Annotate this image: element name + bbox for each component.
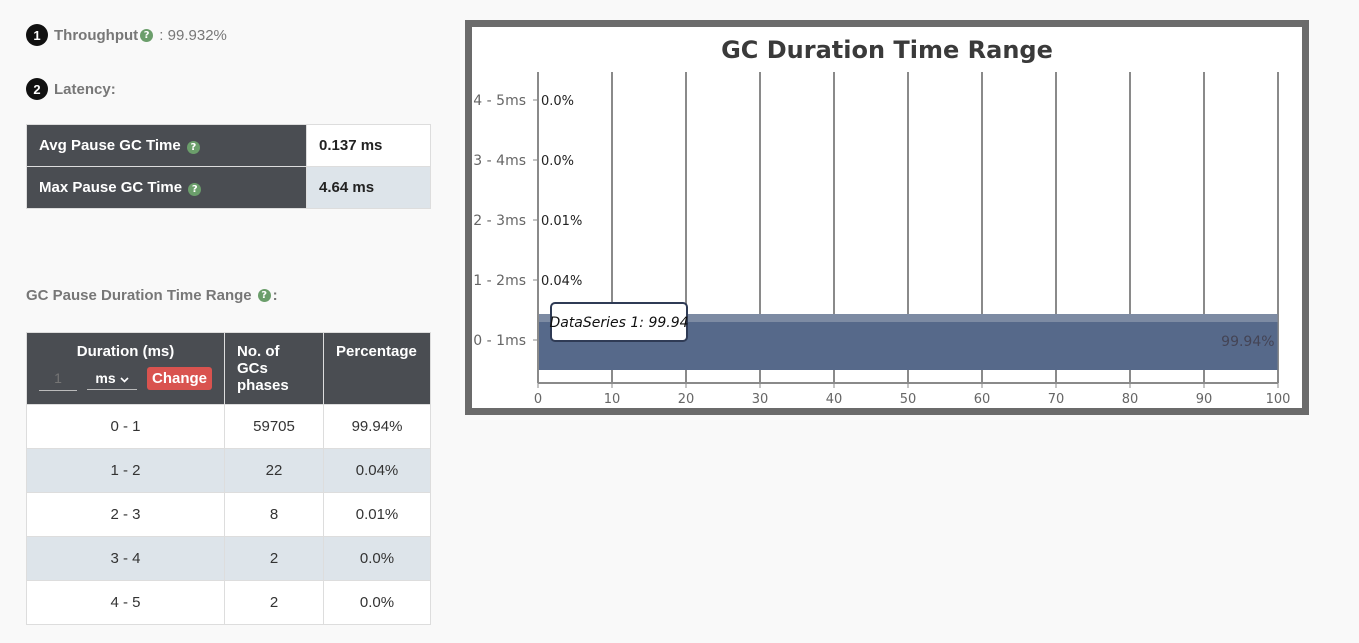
x-tick-label: 60 (974, 392, 991, 407)
cell-duration: 1 - 2 (25, 448, 226, 493)
cell-duration: 3 - 4 (25, 536, 226, 581)
table-row: 0 - 1 59705 99.94% (25, 404, 431, 449)
cell-count: 59705 (224, 404, 325, 449)
y-tick-label: 3 - 4ms (473, 153, 526, 169)
range-section-title: GC Pause Duration Time Range ? : (26, 287, 278, 304)
help-icon[interactable]: ? (140, 28, 154, 42)
y-tick-label: 2 - 3ms (473, 213, 526, 229)
x-tick-label: 90 (1196, 392, 1213, 407)
avg-pause-label: Avg Pause GC Time ? (26, 124, 307, 167)
tooltip-text: DataSeries 1: 99.94 (549, 315, 688, 331)
count-header: No. of GCs phases (224, 332, 325, 405)
cell-percentage: 0.0% (323, 580, 431, 625)
y-tick-label: 1 - 2ms (473, 273, 526, 289)
bar-highlight (538, 314, 1278, 322)
cell-count: 2 (224, 580, 325, 625)
throughput-line: 1 Throughput ? : 99.932% (26, 24, 227, 46)
unit-select[interactable]: ms (87, 367, 137, 390)
throughput-value: 99.932% (167, 26, 227, 44)
table-row: Avg Pause GC Time ? 0.137 ms (26, 124, 431, 167)
chart-container: GC Duration Time Range 0 10 20 30 40 50 60 70 80… (472, 27, 1302, 408)
x-tick-label: 0 (534, 392, 542, 407)
x-tick-label: 70 (1048, 392, 1065, 407)
duration-header-label: Duration (ms) (76, 343, 175, 360)
table-row: 2 - 3 8 0.01% (25, 492, 431, 537)
x-tick-label: 100 (1266, 392, 1291, 407)
table-row: 4 - 5 2 0.0% (25, 580, 431, 625)
data-label: 99.94% (1221, 334, 1274, 350)
data-label: 0.01% (541, 214, 582, 229)
table-row: 3 - 4 2 0.0% (25, 536, 431, 581)
duration-range-table: Duration (ms) ms Change No. of GCs phase… (25, 332, 431, 625)
chart-frame: GC Duration Time Range 0 10 20 30 40 50 60 70 80… (465, 20, 1309, 415)
cell-count: 8 (224, 492, 325, 537)
cell-duration: 0 - 1 (25, 404, 226, 449)
help-icon[interactable]: ? (186, 141, 200, 154)
percentage-header: Percentage (323, 332, 431, 405)
tooltip-box (550, 302, 688, 342)
data-label: 0.0% (541, 94, 574, 109)
x-tick-label: 10 (604, 392, 621, 407)
cell-duration: 4 - 5 (25, 580, 226, 625)
max-pause-label-text: Max Pause GC Time (39, 179, 183, 196)
throughput-separator: : (155, 26, 168, 44)
latency-table: Avg Pause GC Time ? 0.137 ms Max Pause G… (26, 124, 431, 209)
duration-input[interactable] (39, 366, 77, 391)
avg-pause-value: 0.137 ms (306, 124, 431, 167)
gc-duration-chart[interactable]: 0 10 20 30 40 50 60 70 80 90 100 0 - 1ms 99.94% 1 - 2… (472, 27, 1302, 408)
avg-pause-label-text: Avg Pause GC Time (39, 137, 181, 154)
duration-header: Duration (ms) ms Change (25, 332, 226, 405)
y-tick-label: 0 - 1ms (473, 333, 526, 349)
chart-title: GC Duration Time Range (721, 36, 1053, 64)
x-tick-label: 30 (752, 392, 769, 407)
max-pause-value: 4.64 ms (306, 166, 431, 209)
help-icon[interactable]: ? (188, 183, 202, 196)
cell-duration: 2 - 3 (25, 492, 226, 537)
cell-count: 2 (224, 536, 325, 581)
x-tick-label: 40 (826, 392, 843, 407)
table-header-row: Duration (ms) ms Change No. of GCs phase… (25, 332, 431, 405)
data-label: 0.04% (541, 274, 582, 289)
x-tick-label: 20 (678, 392, 695, 407)
throughput-label: Throughput (54, 26, 139, 44)
y-tick-label: 4 - 5ms (473, 93, 526, 109)
max-pause-label: Max Pause GC Time ? (26, 166, 307, 209)
duration-controls: ms Change (39, 366, 213, 391)
x-tick-label: 50 (900, 392, 917, 407)
table-row: Max Pause GC Time ? 4.64 ms (26, 166, 431, 209)
cell-percentage: 0.0% (323, 536, 431, 581)
step-number-badge: 2 (26, 78, 48, 100)
latency-line: 2 Latency: (26, 78, 116, 100)
table-row: 1 - 2 22 0.04% (25, 448, 431, 493)
range-title-suffix: : (272, 287, 278, 304)
cell-percentage: 0.04% (323, 448, 431, 493)
range-title-text: GC Pause Duration Time Range (26, 287, 252, 304)
latency-label: Latency: (54, 80, 116, 98)
x-tick-label: 80 (1122, 392, 1139, 407)
step-number-badge: 1 (26, 24, 48, 46)
chevron-down-icon (120, 370, 129, 386)
help-icon[interactable]: ? (257, 289, 271, 302)
unit-select-value: ms (95, 370, 116, 386)
cell-percentage: 0.01% (323, 492, 431, 537)
cell-count: 22 (224, 448, 325, 493)
cell-percentage: 99.94% (323, 404, 431, 449)
data-label: 0.0% (541, 154, 574, 169)
change-button[interactable]: Change (147, 367, 213, 390)
